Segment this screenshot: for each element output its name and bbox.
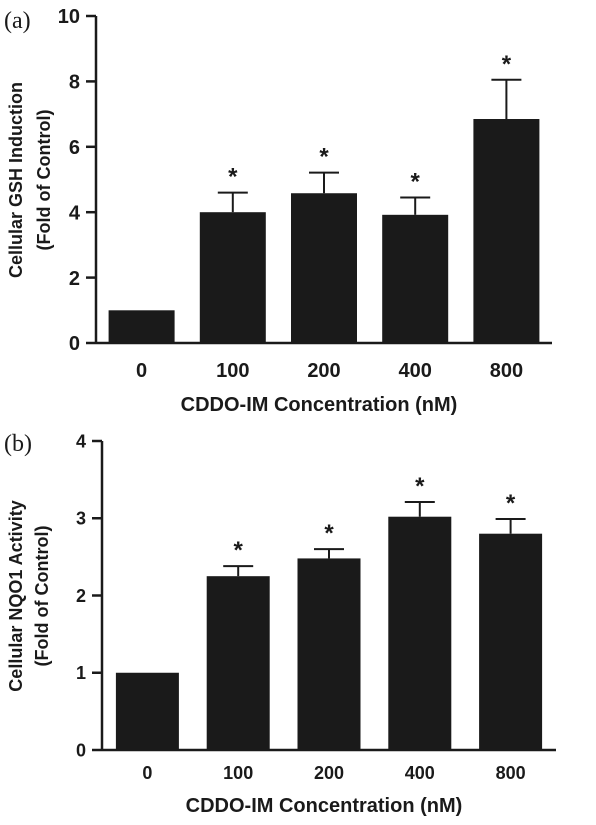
x-tick-label: 400 [399, 360, 432, 382]
x-tick-label: 200 [314, 763, 344, 783]
x-tick-label: 100 [216, 360, 249, 382]
y-tick-label: 2 [76, 586, 86, 606]
x-tick-label: 800 [490, 360, 523, 382]
y-tick-label: 10 [58, 6, 80, 28]
x-tick-label: 100 [223, 763, 253, 783]
significance-marker: * [502, 51, 512, 78]
bar [297, 558, 361, 750]
bar [115, 672, 179, 750]
y-axis-title-line: (Fold of Control) [34, 110, 54, 251]
panel-label: (a) [4, 8, 31, 34]
x-tick-label: 0 [142, 763, 152, 783]
x-tick-label: 800 [496, 763, 526, 783]
bar [388, 516, 452, 750]
bar [479, 533, 543, 750]
significance-marker: * [228, 164, 238, 191]
bar [473, 119, 540, 343]
bar [291, 193, 357, 343]
y-tick-label: 2 [69, 268, 80, 290]
significance-marker: * [234, 537, 244, 564]
significance-marker: * [324, 520, 334, 547]
y-tick-label: 0 [76, 740, 86, 760]
significance-marker: * [319, 144, 329, 171]
bar [382, 214, 449, 343]
y-tick-label: 3 [76, 509, 86, 529]
y-tick-label: 1 [76, 663, 86, 683]
y-tick-label: 8 [69, 72, 80, 94]
significance-marker: * [506, 490, 516, 517]
x-tick-label: 400 [405, 763, 435, 783]
x-axis-title: CDDO-IM Concentration (nM) [186, 795, 463, 817]
y-axis-title-line: (Fold of Control) [32, 526, 52, 667]
y-axis-title: Cellular GSH Induction (Fold of Control) [6, 82, 54, 278]
x-axis-title: CDDO-IM Concentration (nM) [181, 394, 458, 416]
x-tick-label: 0 [136, 360, 147, 382]
significance-marker: * [415, 473, 425, 500]
bar [199, 212, 266, 343]
bar [108, 310, 175, 343]
y-axis-title-line: Cellular NQO1 Activity [6, 500, 26, 691]
y-tick-label: 0 [69, 333, 80, 355]
bar [206, 576, 270, 750]
panel-b-nqo1-chart: (b) 0 1 2 3 4 0 * 100 * 200 * 400 * 800 CDDO-IM Concent… [4, 431, 556, 817]
y-tick-label: 6 [69, 137, 80, 159]
panel-label: (b) [4, 431, 32, 457]
y-tick-label: 4 [69, 202, 81, 224]
y-axis-title-line: Cellular GSH Induction [6, 82, 26, 278]
y-axis-title: Cellular NQO1 Activity (Fold of Control) [6, 500, 52, 691]
x-tick-label: 200 [307, 360, 340, 382]
significance-marker: * [411, 168, 421, 195]
y-tick-label: 4 [76, 431, 86, 451]
